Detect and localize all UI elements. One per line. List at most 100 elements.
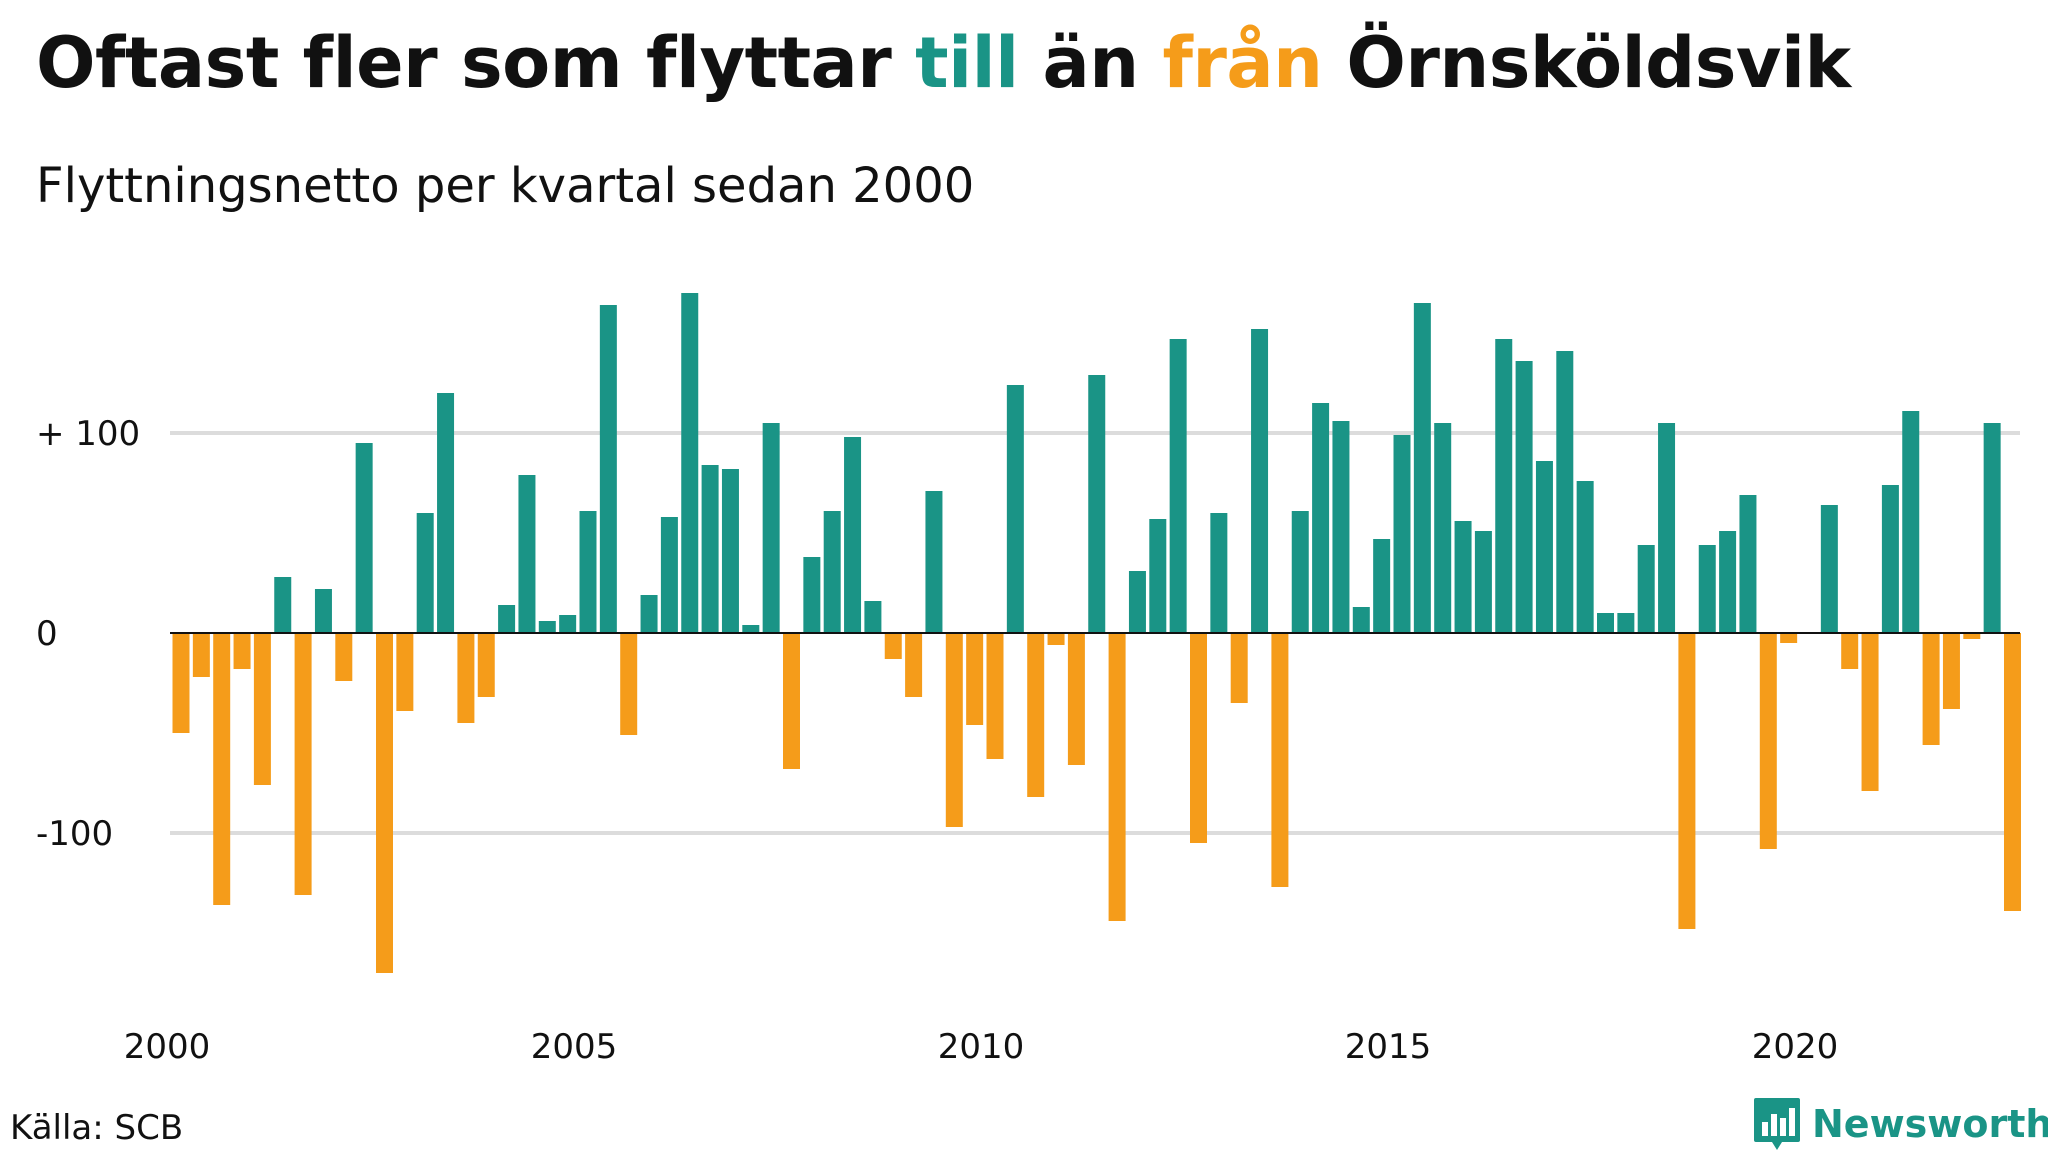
- bar: [1169, 339, 1187, 633]
- bar: [1963, 633, 1981, 639]
- bar: [1780, 633, 1798, 643]
- bar: [1006, 385, 1024, 633]
- bar: [518, 475, 536, 633]
- bar: [823, 511, 841, 633]
- bar: [1027, 633, 1045, 797]
- bar: [803, 557, 821, 633]
- bar: [1597, 613, 1614, 633]
- bar: [1637, 545, 1655, 633]
- bar: [498, 605, 516, 633]
- bar: [1861, 633, 1879, 791]
- title-part-2: än: [1018, 22, 1163, 104]
- bar: [1820, 505, 1838, 633]
- bar: [1230, 633, 1248, 703]
- bar: [1617, 613, 1635, 633]
- title-part-1: Oftast fler som flyttar: [36, 22, 916, 104]
- bar: [1088, 375, 1106, 633]
- bar: [599, 305, 617, 633]
- bar: [294, 633, 312, 895]
- bars: [172, 293, 2021, 973]
- bar: [1108, 633, 1126, 921]
- bar: [742, 625, 760, 633]
- x-tick-label: 2000: [124, 1027, 211, 1067]
- bar: [2004, 633, 2021, 911]
- bar: [477, 633, 495, 697]
- title-negative-word: från: [1162, 22, 1323, 104]
- bar: [620, 633, 638, 735]
- bar: [1149, 519, 1167, 633]
- bar: [335, 633, 353, 681]
- bar: [1576, 481, 1594, 633]
- bar: [1210, 513, 1228, 633]
- chart-subtitle: Flyttningsnetto per kvartal sedan 2000: [36, 158, 975, 214]
- bar: [640, 595, 658, 633]
- bar: [844, 437, 862, 633]
- bar: [1698, 545, 1716, 633]
- bar: [1047, 633, 1065, 645]
- title-positive-word: till: [915, 22, 1019, 104]
- chart-title: Oftast fler som flyttar till än från Örn…: [36, 22, 1851, 104]
- bar: [1922, 633, 1940, 745]
- bar: [355, 443, 373, 633]
- bar: [1291, 511, 1309, 633]
- newsworthy-bar-chart-logo-icon: [1754, 1098, 1800, 1150]
- bar: [945, 633, 963, 827]
- bar: [1658, 423, 1676, 633]
- bar: [233, 633, 251, 669]
- bar: [681, 293, 699, 633]
- bar: [1495, 339, 1513, 633]
- bar: [1190, 633, 1207, 843]
- bar: [925, 491, 943, 633]
- bar: [1719, 531, 1737, 633]
- bar: [905, 633, 923, 697]
- y-tick-label: + 100: [36, 414, 140, 454]
- source-note: Källa: SCB: [10, 1108, 184, 1148]
- bar: [1841, 633, 1859, 669]
- bar: [314, 589, 332, 633]
- bar: [396, 633, 414, 711]
- bar: [721, 469, 739, 633]
- bar: [986, 633, 1004, 759]
- bar: [1067, 633, 1085, 765]
- bar: [274, 577, 292, 633]
- x-tick-label: 2015: [1345, 1027, 1432, 1067]
- bar: [783, 633, 800, 769]
- bar: [579, 511, 597, 633]
- y-tick-label: -100: [36, 814, 113, 854]
- bar: [457, 633, 475, 723]
- bar: [1983, 423, 2001, 633]
- bar: [1454, 521, 1472, 633]
- bar: [253, 633, 271, 785]
- bar: [701, 465, 719, 633]
- bar: [762, 423, 780, 633]
- bar: [1128, 571, 1146, 633]
- bar: [1373, 539, 1391, 633]
- bar: [538, 621, 556, 633]
- bar: [864, 601, 882, 633]
- bar: [884, 633, 902, 659]
- bar: [559, 615, 577, 633]
- bar: [437, 393, 455, 633]
- bar: [1413, 303, 1431, 633]
- bar: [1434, 423, 1452, 633]
- bar: [1759, 633, 1777, 849]
- x-tick-label: 2020: [1752, 1027, 1839, 1067]
- bar: [376, 633, 393, 973]
- bar: [1942, 633, 1960, 709]
- bar: [1881, 485, 1899, 633]
- bar: [966, 633, 984, 725]
- bar: [1739, 495, 1757, 633]
- bar: [416, 513, 434, 633]
- bar: [1474, 531, 1492, 633]
- bar: [213, 633, 231, 905]
- bar: [1271, 633, 1289, 887]
- bar: [1556, 351, 1574, 633]
- bar: [1678, 633, 1696, 929]
- bar: [1902, 411, 1920, 633]
- bar: [660, 517, 678, 633]
- brand-name: Newsworthy: [1812, 1102, 2048, 1146]
- bar: [1332, 421, 1350, 633]
- bar: [1515, 361, 1533, 633]
- bar: [1251, 329, 1269, 633]
